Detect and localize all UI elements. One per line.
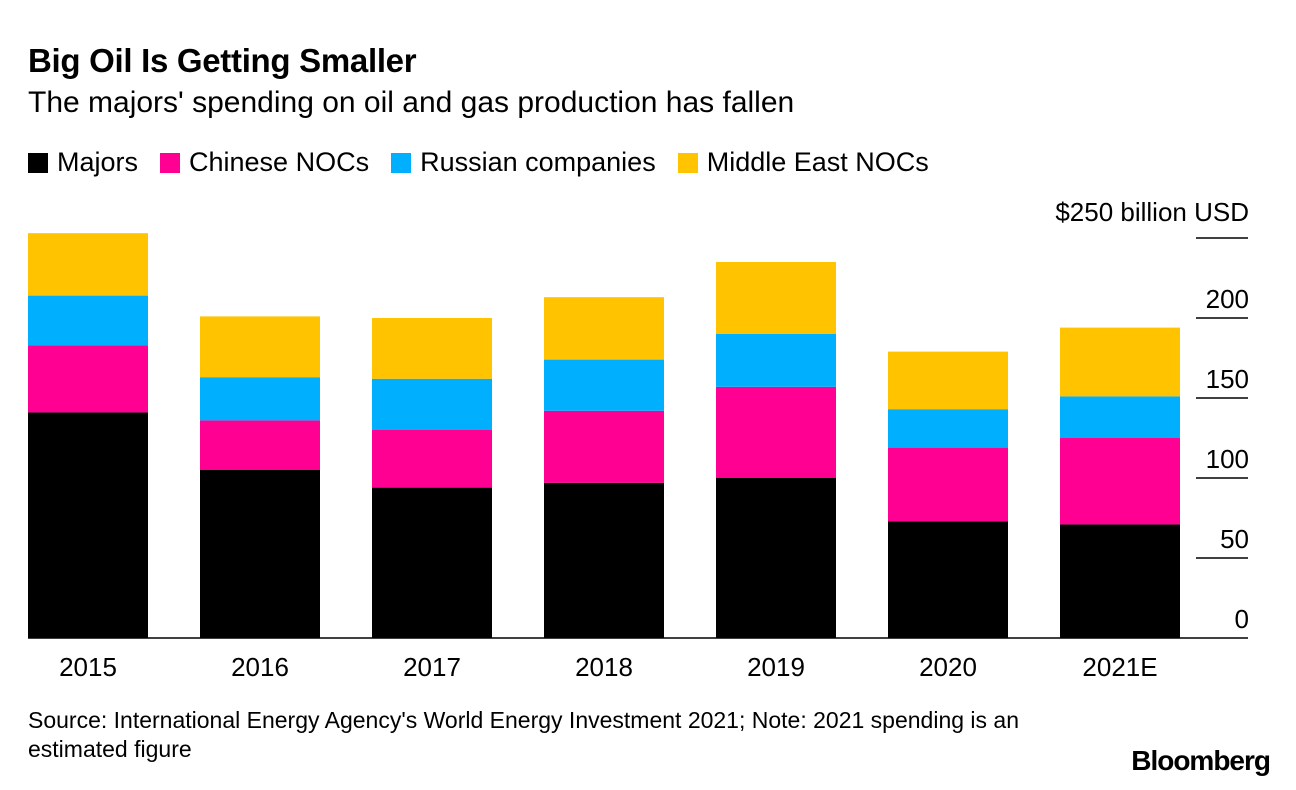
x-tick-label-2018: 2018 — [575, 652, 633, 682]
bar-segment-middle-east-nocs-2017 — [372, 318, 492, 379]
bar-segment-majors-2016 — [200, 470, 320, 638]
legend: Majors Chinese NOCs Russian companies Mi… — [28, 147, 951, 178]
x-tick-label-2015: 2015 — [59, 652, 117, 682]
bar-segment-majors-2021e — [1060, 524, 1180, 638]
bar-segment-majors-2017 — [372, 487, 492, 638]
x-tick-label-2019: 2019 — [747, 652, 805, 682]
bar-segment-chinese-nocs-2018 — [544, 410, 664, 483]
bar-segment-russian-companies-2020 — [888, 409, 1008, 448]
legend-swatch-middle-east-nocs — [677, 152, 698, 173]
y-tick-label-200: 200 — [1206, 284, 1249, 314]
bar-segment-chinese-nocs-2017 — [372, 430, 492, 488]
bar-segment-chinese-nocs-2016 — [200, 420, 320, 470]
y-tick-label-150: 150 — [1206, 364, 1249, 394]
bar-segment-russian-companies-2018 — [544, 359, 664, 411]
bloomberg-logo: Bloomberg — [1131, 745, 1271, 776]
legend-label-middle-east-nocs: Middle East NOCs — [706, 147, 929, 177]
bar-segment-middle-east-nocs-2020 — [888, 351, 1008, 410]
bar-segment-middle-east-nocs-2016 — [200, 316, 320, 378]
bar-segment-russian-companies-2021e — [1060, 396, 1180, 438]
bar-segment-chinese-nocs-2015 — [28, 345, 148, 413]
legend-label-chinese-nocs: Chinese NOCs — [189, 147, 370, 177]
bar-segment-russian-companies-2017 — [372, 378, 492, 430]
legend-swatch-majors — [28, 152, 48, 173]
x-tick-label-2021e: 2021E — [1082, 652, 1157, 682]
bar-segment-majors-2015 — [28, 412, 148, 638]
legend-label-russian-companies: Russian companies — [420, 147, 656, 177]
legend-item-majors: Majors — [28, 147, 138, 178]
bar-segment-russian-companies-2015 — [28, 295, 148, 346]
source-note: Source: International Energy Agency's Wo… — [28, 707, 1020, 762]
bar-segment-chinese-nocs-2019 — [716, 386, 836, 478]
bar-segment-middle-east-nocs-2019 — [716, 262, 836, 334]
legend-label-majors: Majors — [57, 147, 139, 177]
bar-segment-russian-companies-2016 — [200, 377, 320, 421]
legend-item-russian-companies: Russian companies — [391, 147, 656, 178]
y-tick-label-100: 100 — [1206, 444, 1249, 474]
legend-swatch-chinese-nocs — [160, 152, 181, 173]
x-tick-label-2017: 2017 — [403, 652, 461, 682]
bar-segment-middle-east-nocs-2021e — [1060, 327, 1180, 397]
y-tick-label-50: 50 — [1220, 524, 1249, 554]
legend-item-chinese-nocs: Chinese NOCs — [160, 147, 369, 178]
y-tick-label-0: 0 — [1235, 604, 1249, 634]
bar-segment-middle-east-nocs-2015 — [28, 233, 148, 296]
x-tick-label-2020: 2020 — [919, 652, 977, 682]
y-axis-unit-label: $250 billion USD — [1055, 197, 1249, 227]
legend-item-middle-east-nocs: Middle East NOCs — [677, 147, 929, 178]
bar-segment-chinese-nocs-2020 — [888, 447, 1008, 522]
bar-segment-majors-2020 — [888, 521, 1008, 638]
legend-swatch-russian-companies — [391, 152, 412, 173]
bar-segment-majors-2018 — [544, 482, 664, 638]
chart-title: Big Oil Is Getting Smaller — [28, 42, 417, 79]
bar-segment-chinese-nocs-2021e — [1060, 438, 1180, 525]
bar-segment-russian-companies-2019 — [716, 334, 836, 387]
bar-segment-majors-2019 — [716, 478, 836, 638]
chart-subtitle: The majors' spending on oil and gas prod… — [28, 86, 795, 119]
bar-segment-middle-east-nocs-2018 — [544, 297, 664, 360]
x-tick-label-2016: 2016 — [231, 652, 289, 682]
